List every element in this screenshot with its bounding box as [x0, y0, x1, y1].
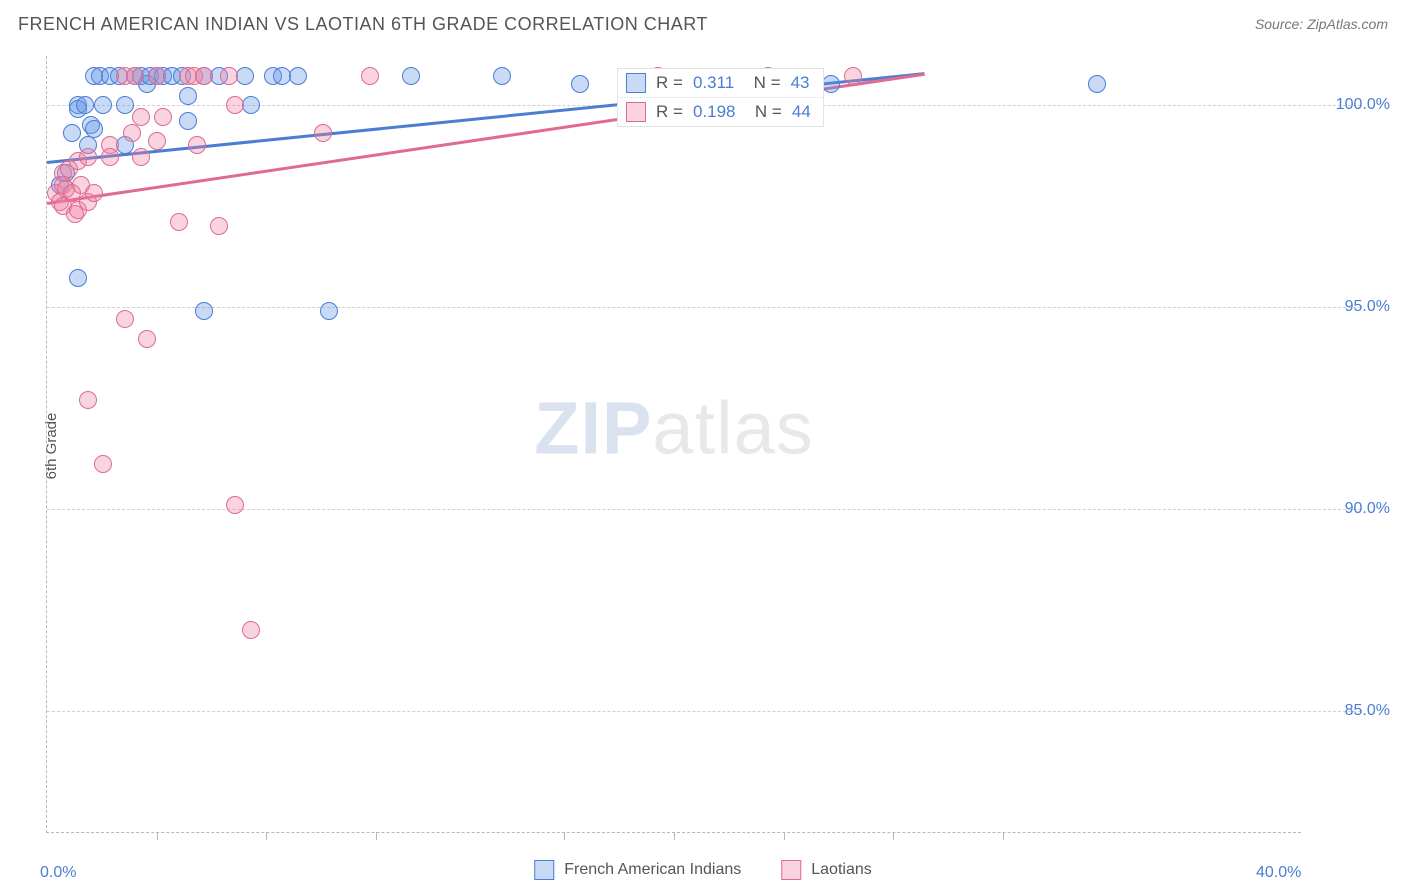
scatter-point: [94, 455, 112, 473]
scatter-point: [154, 108, 172, 126]
y-tick-label: 85.0%: [1345, 702, 1390, 720]
gridline-h: [47, 307, 1361, 308]
scatter-point: [242, 96, 260, 114]
scatter-point: [236, 67, 254, 85]
scatter-point: [188, 136, 206, 154]
stat-n-label: N =: [744, 73, 780, 93]
scatter-point: [116, 310, 134, 328]
scatter-point: [116, 96, 134, 114]
gridline-h: [47, 711, 1361, 712]
source-label: Source:: [1255, 16, 1307, 32]
scatter-point: [148, 132, 166, 150]
scatter-point: [571, 75, 589, 93]
scatter-point: [314, 124, 332, 142]
stat-n-value: 43: [791, 73, 810, 93]
scatter-point: [195, 67, 213, 85]
watermark-part2: atlas: [652, 387, 813, 470]
scatter-point: [123, 124, 141, 142]
scatter-point: [79, 391, 97, 409]
stat-r-value: 0.198: [693, 102, 736, 122]
scatter-point: [76, 96, 94, 114]
legend-swatch-icon: [626, 73, 646, 93]
scatter-point: [822, 75, 840, 93]
y-tick-label: 90.0%: [1345, 500, 1390, 518]
scatter-point: [63, 124, 81, 142]
scatter-point: [85, 120, 103, 138]
scatter-point: [179, 112, 197, 130]
scatter-point: [1088, 75, 1106, 93]
legend-stats-row-french_american_indians: R = 0.311 N = 43: [618, 69, 823, 98]
scatter-point: [179, 87, 197, 105]
legend-swatch-icon: [781, 860, 801, 880]
source-attribution: Source: ZipAtlas.com: [1255, 16, 1388, 32]
stat-r-label: R =: [656, 102, 683, 122]
scatter-point: [210, 217, 228, 235]
scatter-point: [126, 67, 144, 85]
scatter-point: [132, 148, 150, 166]
y-tick-label: 95.0%: [1345, 298, 1390, 316]
stat-n-label: N =: [745, 102, 781, 122]
scatter-point: [844, 67, 862, 85]
scatter-point: [289, 67, 307, 85]
scatter-point: [242, 621, 260, 639]
legend-stats-row-laotians: R = 0.198 N = 44: [618, 98, 823, 126]
stat-r-value: 0.311: [693, 73, 734, 93]
legend-item-series-1: Laotians: [781, 860, 872, 880]
scatter-point: [85, 184, 103, 202]
x-tick-mark: [266, 832, 267, 840]
legend-bottom: French American Indians Laotians: [534, 860, 871, 880]
source-value: ZipAtlas.com: [1307, 16, 1388, 32]
scatter-point: [170, 213, 188, 231]
x-tick-mark: [893, 832, 894, 840]
stat-r-label: R =: [656, 73, 683, 93]
scatter-point: [226, 96, 244, 114]
legend-label-1: Laotians: [811, 861, 872, 879]
scatter-point: [138, 330, 156, 348]
stat-n-value: 44: [792, 102, 811, 122]
legend-swatch-icon: [534, 860, 554, 880]
chart-title: FRENCH AMERICAN INDIAN VS LAOTIAN 6TH GR…: [18, 14, 708, 35]
scatter-point: [94, 96, 112, 114]
x-tick-mark: [157, 832, 158, 840]
scatter-point: [361, 67, 379, 85]
legend-label-0: French American Indians: [564, 861, 741, 879]
x-tick-mark: [564, 832, 565, 840]
scatter-point: [493, 67, 511, 85]
x-tick-mark: [784, 832, 785, 840]
chart-header: FRENCH AMERICAN INDIAN VS LAOTIAN 6TH GR…: [0, 0, 1406, 48]
x-tick-label: 0.0%: [40, 864, 76, 882]
scatter-point: [132, 108, 150, 126]
legend-stats-box: R = 0.311 N = 43 R = 0.198 N = 44: [617, 68, 824, 127]
scatter-point: [69, 269, 87, 287]
watermark: ZIPatlas: [534, 386, 813, 471]
scatter-point: [220, 67, 238, 85]
legend-swatch-icon: [626, 102, 646, 122]
scatter-point: [148, 67, 166, 85]
scatter-point: [402, 67, 420, 85]
x-tick-mark: [1003, 832, 1004, 840]
scatter-plot-area: ZIPatlas R = 0.311 N = 43 R = 0.198 N = 44: [46, 56, 1301, 833]
x-tick-mark: [674, 832, 675, 840]
gridline-h: [47, 509, 1361, 510]
scatter-point: [195, 302, 213, 320]
scatter-point: [79, 148, 97, 166]
y-tick-label: 100.0%: [1336, 96, 1390, 114]
scatter-point: [320, 302, 338, 320]
scatter-point: [226, 496, 244, 514]
scatter-point: [101, 148, 119, 166]
legend-item-series-0: French American Indians: [534, 860, 741, 880]
x-tick-label: 40.0%: [1256, 864, 1301, 882]
x-tick-mark: [376, 832, 377, 840]
watermark-part1: ZIP: [534, 387, 652, 470]
